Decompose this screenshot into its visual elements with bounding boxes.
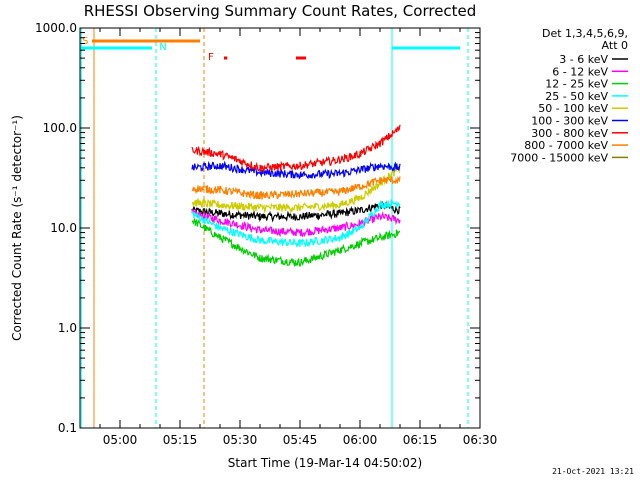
x-tick-label: 05:15 <box>163 433 198 447</box>
flag-label-n: N <box>159 42 166 53</box>
series-line <box>191 199 401 248</box>
y-tick-label: 1000.0 <box>35 21 77 35</box>
y-tick-label: 1.0 <box>58 321 77 335</box>
series-line <box>191 124 401 173</box>
axes: 0.1 1.0 10.0 100.0 1000.0 05:00 05:15 05:30 05:4… <box>35 21 497 447</box>
x-tick-label: 06:30 <box>463 433 498 447</box>
legend-entry-label: 300 - 800 keV <box>531 127 608 140</box>
x-tick-label: 05:00 <box>103 433 138 447</box>
legend-entry-label: 3 - 6 keV <box>559 53 608 66</box>
y-tick-label: 0.1 <box>58 421 77 435</box>
x-tick-label: 06:00 <box>343 433 378 447</box>
legend-entry-label: 7000 - 15000 keV <box>510 151 608 164</box>
legend-header: Det 1,3,4,5,6,9, <box>542 27 628 40</box>
x-tick-label: 06:15 <box>403 433 438 447</box>
series-line <box>191 160 401 180</box>
legend-entry-label: 100 - 300 keV <box>531 115 608 128</box>
x-tick-label: 05:30 <box>223 433 258 447</box>
y-tick-label: 10.0 <box>50 221 77 235</box>
x-tick-label: 05:45 <box>283 433 318 447</box>
legend-header: Att 0 <box>602 39 628 52</box>
legend-entry-label: 25 - 50 keV <box>545 90 608 103</box>
chart-title: RHESSI Observing Summary Count Rates, Co… <box>84 2 477 20</box>
x-axis-label: Start Time (19-Mar-14 04:50:02) <box>228 456 422 470</box>
timestamp: 21-Oct-2021 13:21 <box>552 467 634 476</box>
flag-label-s: S <box>82 36 88 47</box>
series-line <box>191 175 401 200</box>
legend-entry-label: 800 - 7000 keV <box>524 139 608 152</box>
y-axis-label: Corrected Count Rate (s⁻¹ detector⁻¹) <box>10 115 24 341</box>
flag-label-f: F <box>208 52 214 63</box>
series-line <box>191 200 401 223</box>
series-line <box>191 163 401 214</box>
series-line <box>191 218 401 268</box>
plot-frame <box>79 27 481 429</box>
plot-area: S N F <box>80 28 469 428</box>
legend-entry-label: 12 - 25 keV <box>545 78 608 91</box>
legend-entry-label: 50 - 100 keV <box>538 102 608 115</box>
y-tick-label: 100.0 <box>43 121 77 135</box>
legend-entry-label: 6 - 12 keV <box>552 65 608 78</box>
